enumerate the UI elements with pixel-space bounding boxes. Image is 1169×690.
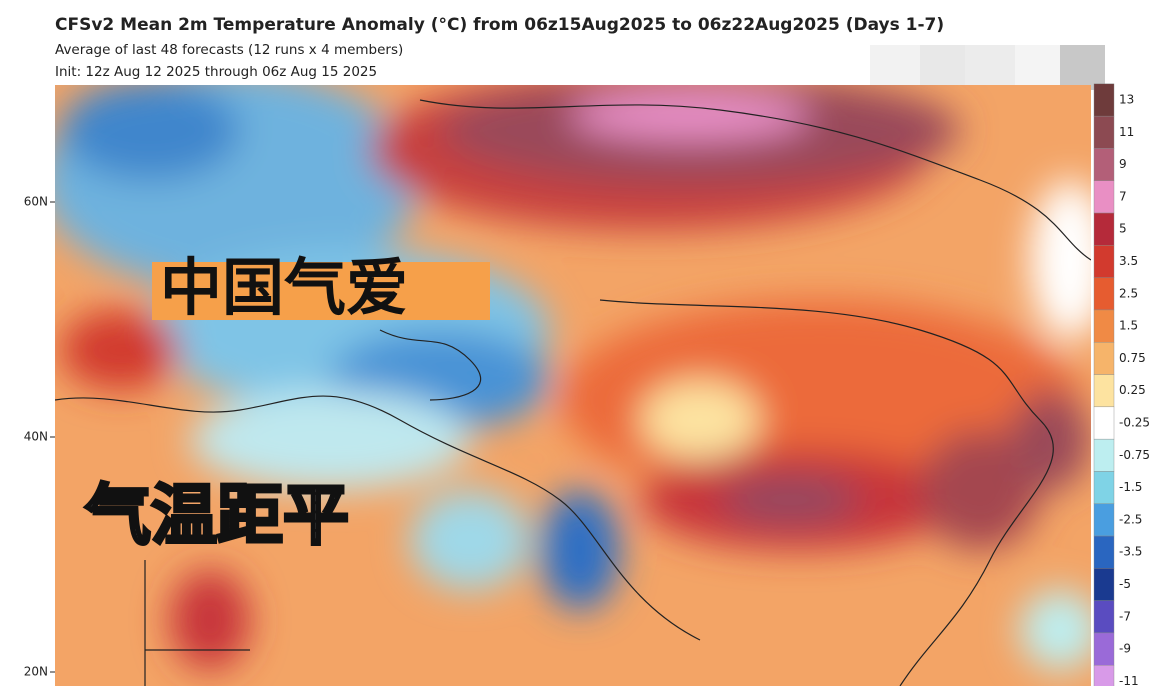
latitude-label: 40N — [24, 430, 48, 444]
colorbar-band — [1093, 406, 1115, 440]
colorbar-label: -7 — [1119, 609, 1131, 623]
colorbar-band — [1093, 180, 1115, 214]
colorbar-label: 5 — [1119, 222, 1127, 236]
colorbar-band — [1093, 471, 1115, 504]
colorbar-band — [1093, 115, 1115, 149]
colorbar-label: -1.5 — [1119, 480, 1142, 494]
latitude-labels: 60N 40N 20N — [24, 195, 55, 679]
colorbar-band — [1093, 309, 1115, 343]
colorbar-band — [1093, 245, 1115, 278]
colorbar-label: -2.5 — [1119, 512, 1142, 526]
colorbar-band — [1093, 148, 1115, 181]
colorbar-band — [1093, 535, 1115, 569]
colorbar-label: 7 — [1119, 189, 1127, 203]
colorbar-label: 0.25 — [1119, 383, 1146, 397]
latitude-label: 20N — [24, 665, 48, 679]
colorbar-label: 11 — [1119, 125, 1134, 139]
colorbar-label: -0.25 — [1119, 416, 1150, 430]
colorbar-band — [1093, 83, 1115, 117]
overlay-text: 中国气爱 — [160, 251, 408, 324]
redaction — [870, 45, 1105, 90]
init-text: Init: 12z Aug 12 2025 through 06z Aug 15… — [55, 64, 377, 80]
colorbar-band — [1093, 632, 1115, 666]
colorbar-label: -9 — [1119, 642, 1131, 656]
overlay-text: 气温距平 — [85, 477, 349, 554]
overlay-1: 中国气爱 — [152, 251, 490, 324]
colorbar-label: 3.5 — [1119, 254, 1138, 268]
colorbar-label: -11 — [1119, 674, 1139, 686]
colorbar-band — [1093, 342, 1115, 375]
colorbar-band — [1093, 374, 1115, 408]
latitude-label: 60N — [24, 195, 48, 209]
colorbar-band — [1093, 212, 1115, 246]
colorbar-label: 1.5 — [1119, 319, 1138, 333]
colorbar-label: 9 — [1119, 157, 1127, 171]
colorbar-band — [1093, 503, 1115, 537]
colorbar-band — [1093, 665, 1115, 690]
colorbar-band — [1093, 438, 1115, 472]
colorbar-band — [1093, 600, 1115, 634]
colorbar-band — [1093, 277, 1115, 311]
colorbar-label: 2.5 — [1119, 286, 1138, 300]
title: CFSv2 Mean 2m Temperature Anomaly (°C) f… — [55, 15, 944, 35]
subtitle: Average of last 48 forecasts (12 runs x … — [55, 42, 403, 58]
colorbar-band — [1093, 568, 1115, 601]
colorbar-label: -5 — [1119, 577, 1131, 591]
colorbar-label: -0.75 — [1119, 448, 1150, 462]
colorbar-label: -3.5 — [1119, 545, 1142, 559]
colorbar-label: 0.75 — [1119, 351, 1146, 365]
map — [55, 85, 1091, 686]
colorbar: 13 11 9 7 5 3.5 2.5 1.5 0.75 0.25 -0.25 -0.75 -1.5 -2… — [1093, 83, 1150, 690]
colorbar-label: 13 — [1119, 93, 1134, 107]
